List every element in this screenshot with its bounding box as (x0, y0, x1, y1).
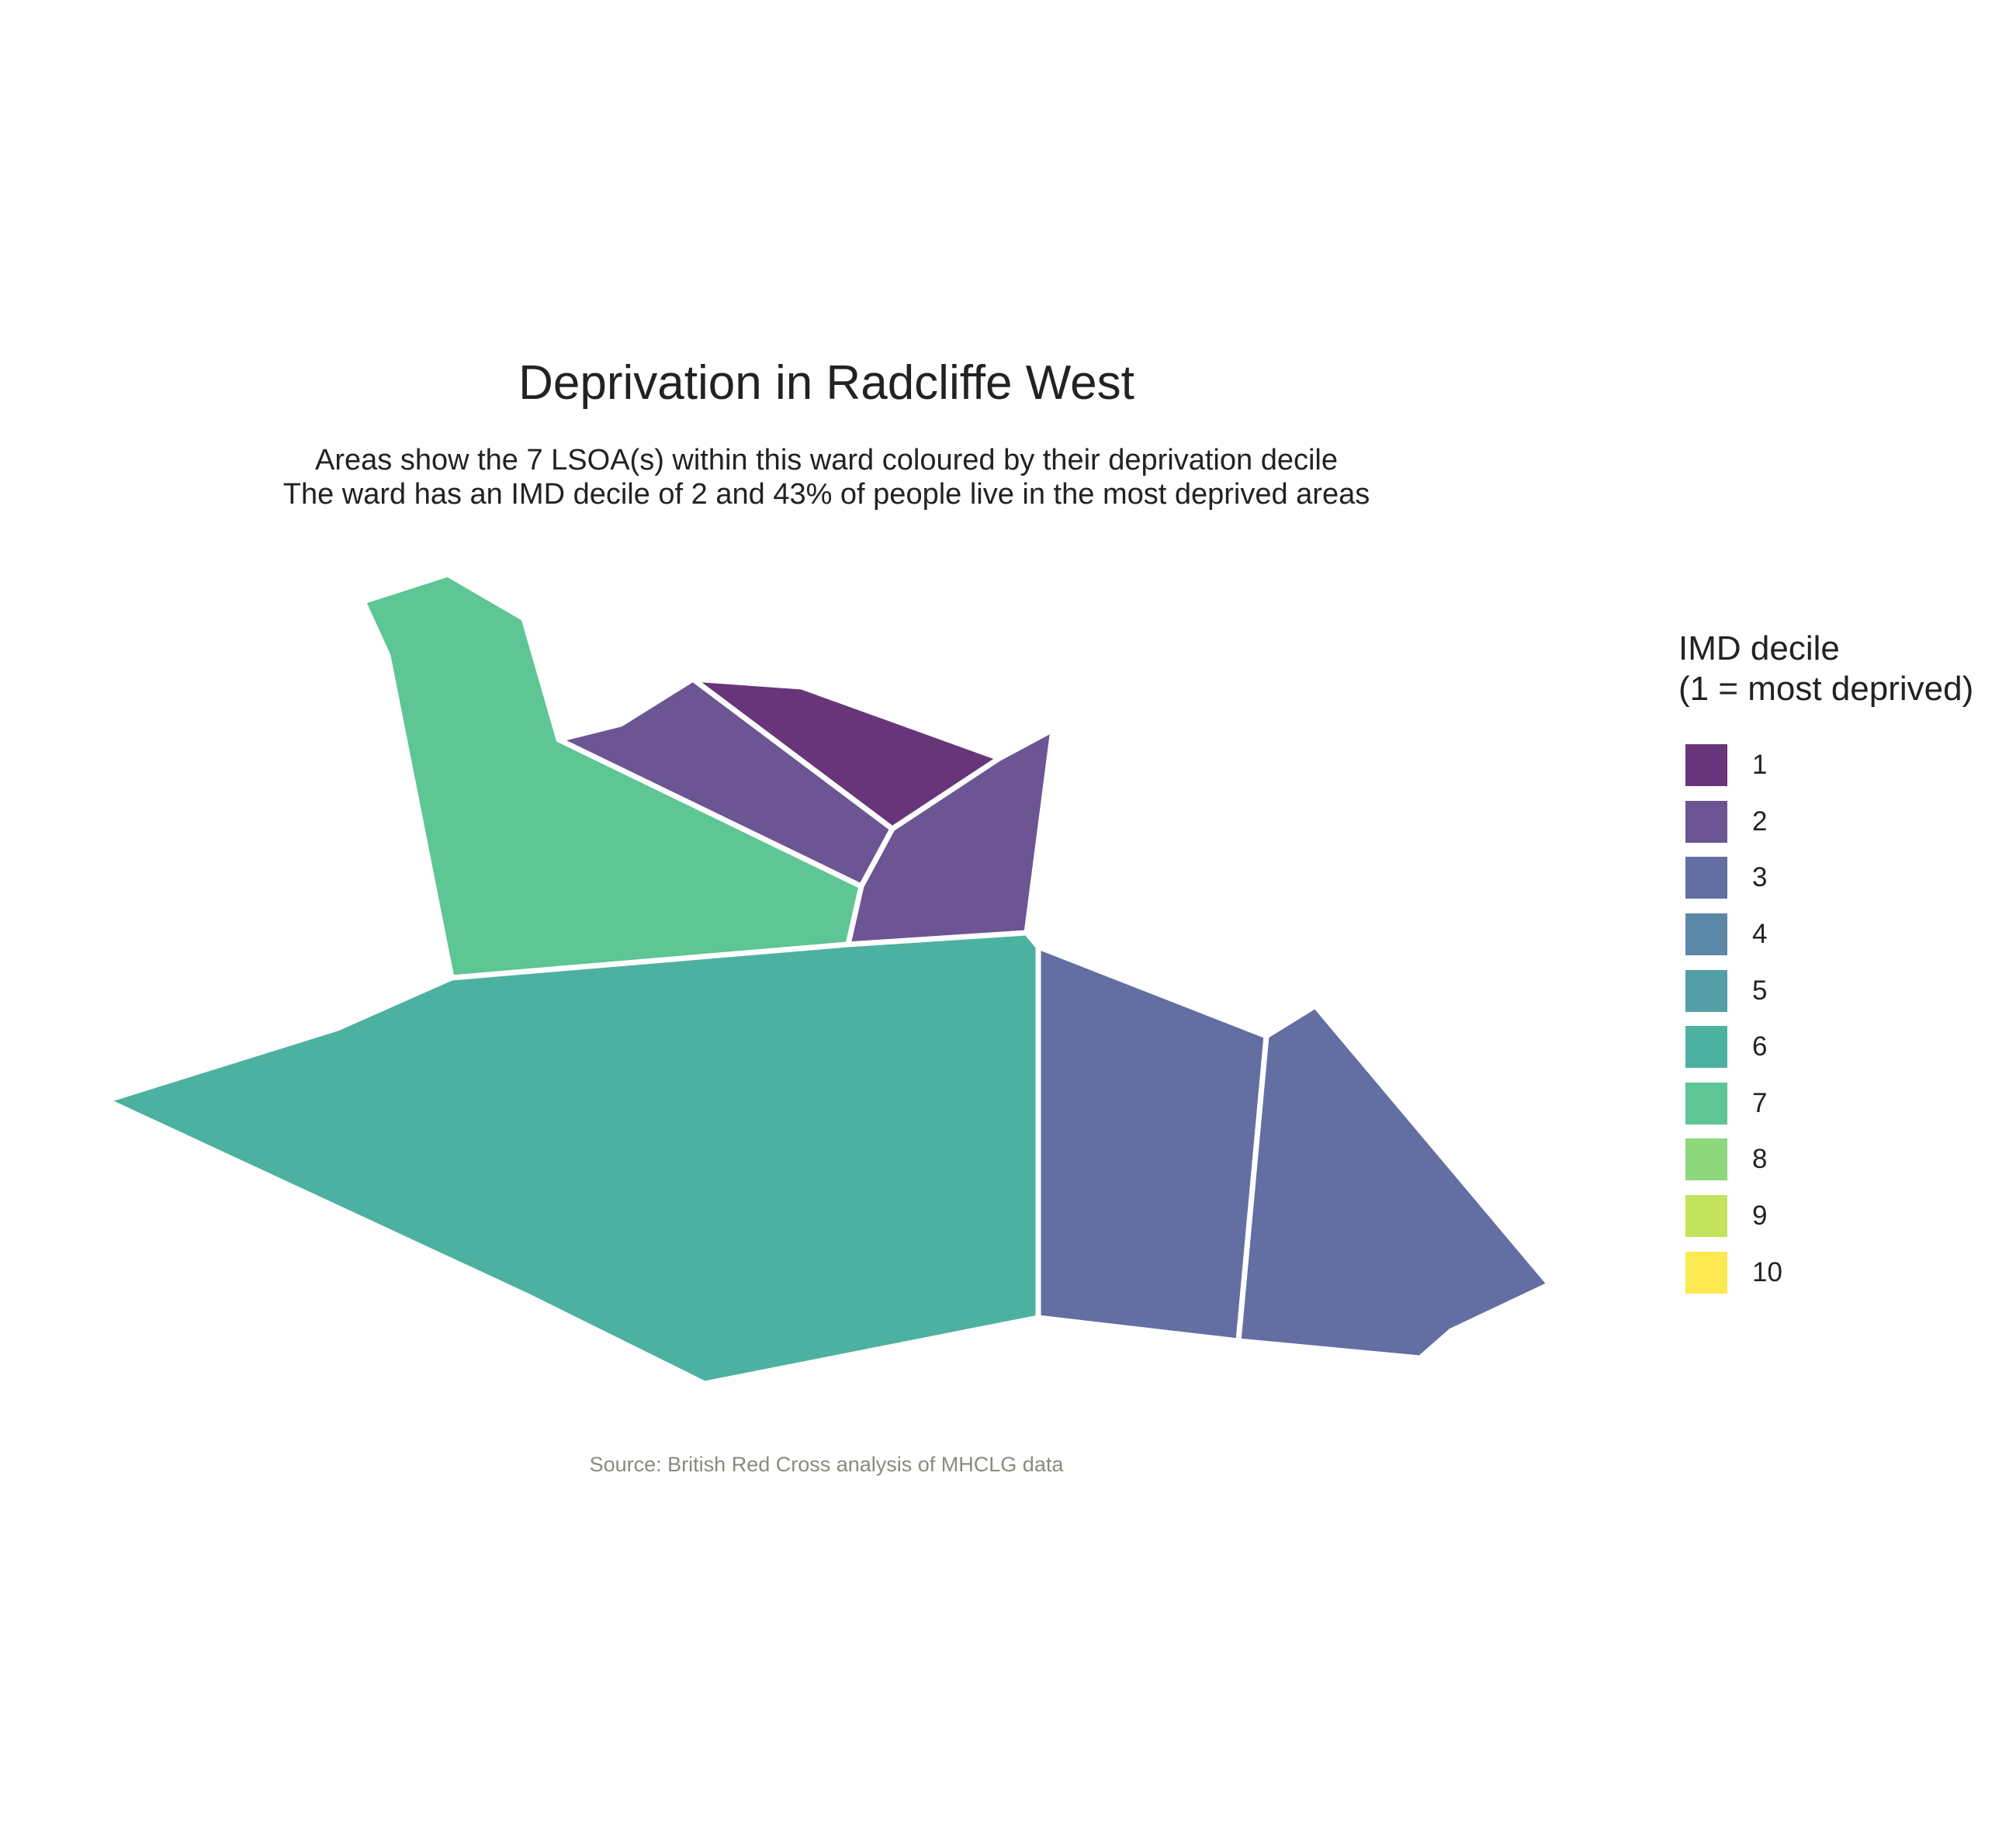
legend-label: 3 (1752, 862, 1768, 893)
legend-label: 10 (1752, 1256, 1782, 1287)
legend-label: 9 (1752, 1201, 1768, 1232)
lsoa-decile-6-south-west (103, 930, 1041, 1387)
legend-label: 1 (1752, 750, 1768, 781)
legend: IMD decile (1 = most deprived) 1 2 3 4 5… (1678, 629, 1973, 1301)
legend-item: 8 (1678, 1131, 1973, 1188)
legend-swatch (1685, 1195, 1727, 1238)
map-subtitle-line1: Areas show the 7 LSOA(s) within this war… (315, 444, 1338, 476)
legend-item: 5 (1678, 962, 1973, 1019)
legend-item: 3 (1678, 850, 1973, 906)
legend-title: IMD decile (1 = most deprived) (1678, 629, 1973, 709)
legend-items: 1 2 3 4 5 6 7 8 9 10 (1678, 737, 1973, 1301)
map-title: Deprivation in Radcliffe West (518, 356, 1134, 410)
lsoa-decile-3-far-east (1235, 1003, 1553, 1361)
legend-swatch (1685, 1082, 1727, 1124)
legend-item: 10 (1678, 1244, 1973, 1301)
legend-swatch (1685, 857, 1727, 899)
legend-label: 6 (1752, 1031, 1768, 1062)
legend-item: 9 (1678, 1188, 1973, 1245)
legend-item: 2 (1678, 794, 1973, 851)
legend-swatch (1685, 913, 1727, 956)
legend-item: 6 (1678, 1019, 1973, 1076)
legend-swatch (1685, 1026, 1727, 1069)
legend-label: 2 (1752, 806, 1768, 837)
legend-item: 7 (1678, 1076, 1973, 1132)
lsoa-decile-3-east (1035, 944, 1270, 1344)
legend-swatch (1685, 1251, 1727, 1294)
legend-swatch (1685, 969, 1727, 1012)
legend-label: 8 (1752, 1144, 1768, 1175)
legend-title-line1: IMD decile (1678, 629, 1840, 667)
legend-swatch (1685, 1138, 1727, 1181)
legend-title-line2: (1 = most deprived) (1678, 670, 1974, 708)
legend-label: 7 (1752, 1087, 1768, 1118)
legend-label: 5 (1752, 975, 1768, 1006)
legend-swatch (1685, 744, 1727, 787)
legend-label: 4 (1752, 919, 1768, 950)
legend-item: 4 (1678, 906, 1973, 963)
map-subtitle-line2: The ward has an IMD decile of 2 and 43% … (282, 478, 1370, 511)
legend-swatch (1685, 800, 1727, 843)
legend-item: 1 (1678, 737, 1973, 794)
source-caption: Source: British Red Cross analysis of MH… (589, 1453, 1064, 1476)
